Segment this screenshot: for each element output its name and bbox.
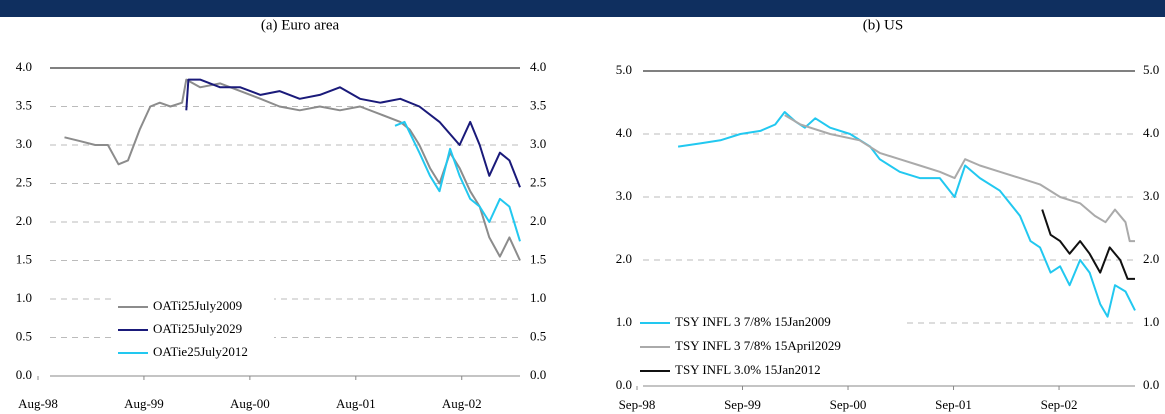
y2-tick-label: 0.5 (530, 328, 546, 343)
x-tick-label: Sep-99 (724, 397, 761, 412)
y-tick-label: 2.0 (616, 251, 632, 266)
y-tick-label: 3.0 (616, 188, 632, 203)
y-tick-label: 0.5 (16, 328, 32, 343)
series-line (677, 111, 1136, 318)
y-tick-label: 1.0 (16, 290, 32, 305)
y2-tick-label: 2.0 (530, 213, 546, 228)
y-tick-label: 0.0 (616, 377, 632, 392)
series-line (185, 78, 521, 188)
legend-label: OATi25July2009 (153, 298, 242, 313)
y-tick-label: 1.0 (616, 314, 632, 329)
y-tick-label: 4.0 (16, 59, 32, 74)
y2-tick-label: 2.5 (530, 174, 546, 189)
chart-title: (b) US (863, 17, 903, 33)
y2-tick-label: 4.0 (1143, 125, 1159, 140)
legend-label: TSY INFL 3 7/8% 15April2029 (675, 338, 841, 353)
y2-tick-label: 1.5 (530, 251, 546, 266)
legend-box (636, 312, 906, 384)
chart-title: (a) Euro area (261, 17, 340, 33)
y2-tick-label: 0.0 (530, 367, 546, 382)
x-tick-label: Aug-00 (230, 396, 270, 411)
series-line (1041, 209, 1135, 280)
x-tick-label: Aug-01 (336, 396, 376, 411)
y-tick-label: 3.5 (16, 97, 32, 112)
x-tick-label: Aug-99 (124, 396, 164, 411)
x-tick-label: Sep-02 (1041, 397, 1078, 412)
y2-tick-label: 3.5 (530, 97, 546, 112)
y-tick-label: 2.0 (16, 213, 32, 228)
y2-tick-label: 4.0 (530, 59, 546, 74)
y2-tick-label: 0.0 (1143, 377, 1159, 392)
y-tick-label: 4.0 (616, 125, 632, 140)
x-tick-label: Sep-00 (830, 397, 867, 412)
x-tick-label: Sep-98 (619, 397, 656, 412)
x-tick-label: Sep-01 (935, 397, 972, 412)
y2-tick-label: 2.0 (1143, 251, 1159, 266)
series-line (64, 78, 521, 261)
x-tick-label: Aug-02 (442, 396, 482, 411)
y2-tick-label: 1.0 (1143, 314, 1159, 329)
header-banner (0, 0, 1165, 17)
y2-tick-label: 1.0 (530, 290, 546, 305)
series-line (784, 114, 1135, 243)
y2-tick-label: 5.0 (1143, 62, 1159, 77)
legend-label: TSY INFL 3.0% 15Jan2012 (675, 362, 821, 377)
y2-tick-label: 3.0 (1143, 188, 1159, 203)
y2-tick-label: 3.0 (530, 136, 546, 151)
y-tick-label: 5.0 (616, 62, 632, 77)
y-tick-label: 0.0 (16, 367, 32, 382)
y-tick-label: 2.5 (16, 174, 32, 189)
legend-label: TSY INFL 3 7/8% 15Jan2009 (675, 314, 831, 329)
legend-label: OATi25July2029 (153, 321, 242, 336)
x-tick-label: Aug-98 (18, 396, 58, 411)
y-tick-label: 3.0 (16, 136, 32, 151)
y-tick-label: 1.5 (16, 251, 32, 266)
series-line (394, 120, 521, 242)
legend-label: OATie25July2012 (153, 344, 248, 359)
